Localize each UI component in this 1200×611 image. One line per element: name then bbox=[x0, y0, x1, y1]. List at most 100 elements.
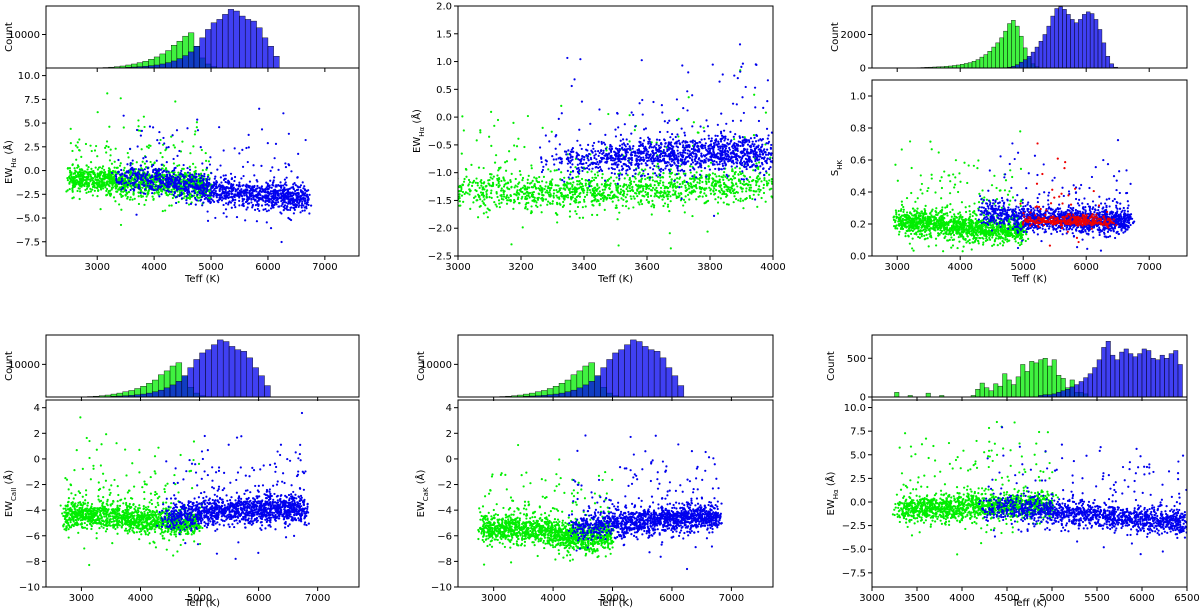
point bbox=[255, 220, 259, 223]
point bbox=[611, 190, 614, 193]
point bbox=[104, 146, 107, 149]
point bbox=[143, 162, 147, 165]
point bbox=[150, 165, 153, 168]
point bbox=[210, 192, 213, 195]
point bbox=[742, 207, 745, 210]
point bbox=[716, 201, 720, 204]
point bbox=[689, 171, 692, 174]
point bbox=[258, 186, 261, 189]
point bbox=[202, 201, 205, 204]
point bbox=[214, 189, 217, 193]
point bbox=[637, 201, 640, 204]
point bbox=[487, 182, 490, 185]
point bbox=[580, 188, 584, 191]
point bbox=[684, 174, 687, 177]
point bbox=[463, 177, 466, 181]
point bbox=[470, 163, 473, 166]
point bbox=[505, 160, 509, 163]
point bbox=[606, 156, 609, 160]
point bbox=[172, 162, 175, 165]
point bbox=[569, 166, 572, 169]
point bbox=[590, 200, 593, 203]
point bbox=[104, 176, 108, 179]
point bbox=[277, 184, 280, 187]
point bbox=[534, 204, 538, 207]
point bbox=[691, 161, 695, 164]
point bbox=[68, 176, 71, 179]
point bbox=[671, 186, 674, 189]
point bbox=[159, 151, 162, 155]
point bbox=[758, 153, 762, 156]
point bbox=[307, 189, 310, 192]
point bbox=[545, 181, 548, 184]
point bbox=[662, 171, 665, 175]
point bbox=[135, 213, 138, 216]
series-blue bbox=[538, 43, 773, 217]
point bbox=[157, 185, 161, 188]
point bbox=[271, 183, 274, 186]
point bbox=[661, 154, 664, 158]
point bbox=[130, 175, 133, 178]
point bbox=[238, 196, 241, 199]
point bbox=[251, 194, 255, 197]
point bbox=[472, 179, 476, 182]
point bbox=[107, 191, 110, 194]
point bbox=[767, 142, 770, 145]
point bbox=[303, 200, 306, 203]
point bbox=[222, 203, 225, 207]
point bbox=[78, 138, 81, 141]
point bbox=[73, 180, 76, 183]
point bbox=[603, 208, 606, 211]
point bbox=[148, 173, 151, 176]
point bbox=[734, 166, 737, 169]
hist-bar-blue bbox=[205, 29, 212, 68]
point bbox=[721, 143, 724, 146]
xtick-label: 7000 bbox=[312, 262, 337, 273]
point bbox=[621, 138, 625, 141]
point bbox=[657, 195, 660, 199]
point bbox=[219, 185, 222, 189]
point bbox=[85, 191, 88, 194]
point bbox=[656, 162, 659, 166]
point bbox=[736, 185, 739, 188]
point bbox=[625, 187, 628, 191]
point bbox=[518, 181, 521, 184]
point bbox=[467, 184, 470, 187]
point bbox=[162, 136, 165, 140]
point bbox=[502, 185, 506, 188]
point bbox=[676, 169, 680, 172]
point bbox=[713, 193, 716, 196]
point bbox=[653, 188, 656, 191]
point bbox=[109, 182, 112, 185]
point bbox=[245, 186, 248, 189]
point bbox=[514, 184, 517, 187]
point bbox=[80, 185, 83, 188]
hist-bar-blue bbox=[262, 37, 269, 68]
point bbox=[101, 185, 104, 188]
point bbox=[110, 181, 113, 184]
point bbox=[466, 192, 469, 195]
point bbox=[292, 199, 295, 202]
point bbox=[97, 179, 100, 182]
point bbox=[105, 187, 109, 191]
point bbox=[219, 176, 222, 179]
point bbox=[143, 168, 146, 171]
point bbox=[182, 176, 186, 179]
point bbox=[119, 174, 122, 177]
point bbox=[117, 177, 120, 180]
point bbox=[460, 187, 463, 191]
point bbox=[639, 199, 643, 202]
point bbox=[216, 168, 219, 171]
point bbox=[439, 182, 441, 184]
point bbox=[177, 185, 180, 188]
point bbox=[779, 172, 781, 174]
hist-bar-blue bbox=[193, 46, 200, 68]
point bbox=[468, 180, 472, 184]
point bbox=[175, 129, 179, 132]
point bbox=[134, 186, 137, 189]
point bbox=[162, 176, 165, 180]
point bbox=[718, 184, 721, 187]
point bbox=[86, 173, 89, 176]
point bbox=[777, 102, 779, 104]
point bbox=[187, 190, 190, 193]
